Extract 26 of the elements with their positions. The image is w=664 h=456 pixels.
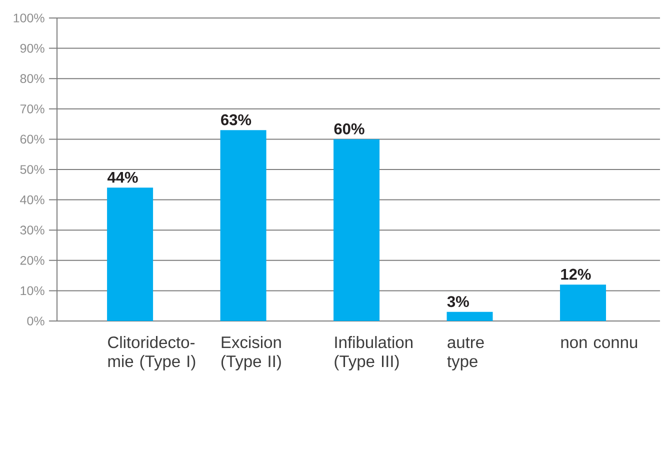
- bar: [220, 130, 266, 321]
- data-label: 63%: [221, 114, 252, 126]
- bar: [334, 139, 380, 321]
- y-tick-label: 40%: [20, 195, 44, 204]
- y-tick-label: 30%: [20, 226, 44, 235]
- y-tick-label: 10%: [20, 286, 44, 296]
- data-label: 60%: [334, 123, 364, 134]
- y-tick-label: 100%: [14, 14, 44, 22]
- y-tick-label: 20%: [20, 256, 44, 265]
- bar: [446, 312, 493, 321]
- y-tick-label: 60%: [20, 134, 44, 144]
- x-tick-label: Clitoridecto-mie (Type I): [108, 336, 196, 370]
- y-tick-label: 70%: [20, 104, 44, 114]
- y-tick-label: 80%: [20, 74, 44, 84]
- x-tick-label: Excision (Type II): [221, 336, 281, 370]
- data-label: 44%: [107, 172, 138, 183]
- y-tick-label: 90%: [20, 44, 44, 53]
- y-tick-label: 0%: [27, 316, 44, 326]
- x-tick-label: non connu: [561, 339, 638, 348]
- y-tick-label: 50%: [20, 165, 44, 174]
- data-label: 3%: [447, 296, 469, 308]
- x-tick-label: autre type: [447, 337, 484, 370]
- bar: [560, 284, 606, 321]
- bar: [107, 188, 154, 321]
- data-label: 12%: [561, 268, 591, 280]
- x-tick-label: Infibulation (Type III): [334, 336, 412, 370]
